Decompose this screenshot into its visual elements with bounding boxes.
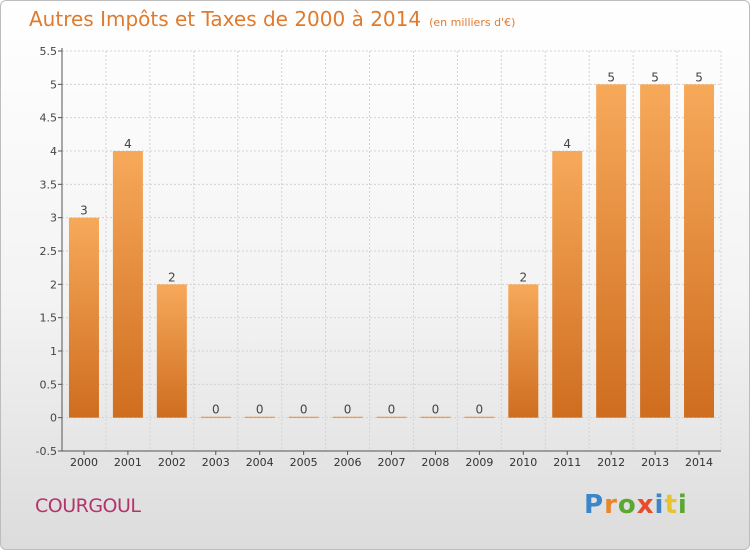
bar [684,84,715,418]
bar [640,84,671,418]
logo-letter: i [677,490,688,520]
bar [112,151,143,418]
data-label: 5 [651,70,659,84]
y-tick-label: 2.5 [40,245,58,258]
x-tick-label: 2004 [246,456,274,469]
data-label: 0 [388,403,396,417]
data-label: 0 [212,403,220,417]
proxiti-logo[interactable]: Proxiti [584,490,688,520]
bar [596,84,627,418]
x-tick-label: 2006 [334,456,362,469]
logo-letter: x [636,490,655,520]
x-tick-label: 2001 [114,456,142,469]
x-tick-label: 2012 [597,456,625,469]
x-tick-label: 2011 [553,456,581,469]
y-tick-label: 3.5 [40,178,58,191]
chart-title: Autres Impôts et Taxes de 2000 à 2014 (en… [29,7,515,31]
y-tick-label: 1 [50,345,57,358]
logo-letter: r [604,490,618,520]
y-tick-label: 4 [50,145,57,158]
data-label: 0 [432,403,440,417]
x-tick-label: 2000 [70,456,98,469]
y-tick-label: 4.5 [40,112,58,125]
bar [420,416,451,418]
data-label: 4 [124,137,132,151]
data-label: 0 [476,403,484,417]
x-tick-label: 2002 [158,456,186,469]
bar [156,284,187,418]
logo-letter: i [654,490,665,520]
commune-name: COURGOUL [35,495,141,517]
x-tick-label: 2009 [465,456,493,469]
logo-letter: P [584,490,605,520]
y-tick-label: 0 [50,412,57,425]
y-tick-label: -0.5 [36,445,57,458]
bar [464,416,495,418]
x-tick-label: 2014 [685,456,713,469]
data-label: 2 [168,270,176,284]
x-tick-label: 2005 [290,456,318,469]
y-tick-label: 0.5 [40,378,58,391]
y-tick-label: 5.5 [40,45,58,58]
bar [332,416,363,418]
x-tick-label: 2010 [509,456,537,469]
x-tick-label: 2008 [421,456,449,469]
bar [244,416,275,418]
data-label: 5 [695,70,703,84]
logo-letter: o [617,490,637,520]
chart-title-unit: (en milliers d'€) [429,16,516,29]
data-label: 0 [344,403,352,417]
x-tick-label: 2003 [202,456,230,469]
chart-title-main: Autres Impôts et Taxes de 2000 à 2014 [29,7,422,31]
data-label: 0 [300,403,308,417]
y-tick-label: 3 [50,212,57,225]
logo-letter: t [664,490,678,520]
data-label: 2 [519,270,527,284]
y-tick-label: 5 [50,78,57,91]
data-label: 5 [607,70,615,84]
data-label: 0 [256,403,264,417]
data-label: 4 [563,137,571,151]
x-tick-label: 2013 [641,456,669,469]
bar [552,151,583,418]
bar [68,217,99,418]
bar [508,284,539,418]
y-tick-label: 1.5 [40,312,58,325]
y-tick-label: 2 [50,278,57,291]
data-label: 3 [80,204,88,218]
bar [288,416,319,418]
bar [200,416,231,418]
bar [376,416,407,418]
x-tick-label: 2007 [378,456,406,469]
